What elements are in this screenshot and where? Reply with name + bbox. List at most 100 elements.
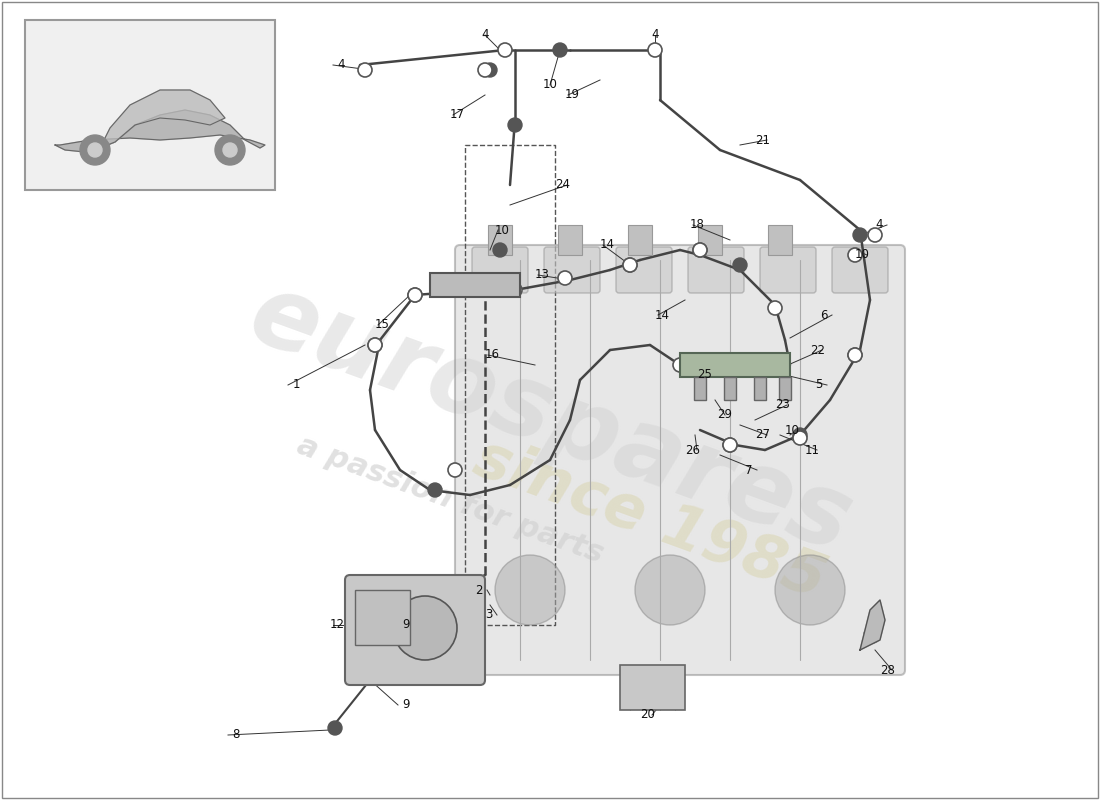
Circle shape bbox=[358, 63, 372, 77]
Circle shape bbox=[776, 555, 845, 625]
Text: 19: 19 bbox=[565, 89, 580, 102]
Circle shape bbox=[498, 43, 512, 57]
Circle shape bbox=[493, 243, 507, 257]
Text: 9: 9 bbox=[403, 618, 410, 631]
Circle shape bbox=[88, 143, 102, 157]
Circle shape bbox=[864, 627, 880, 643]
Circle shape bbox=[408, 288, 422, 302]
Bar bbox=[558, 225, 582, 255]
Circle shape bbox=[448, 463, 462, 477]
Text: 24: 24 bbox=[556, 178, 570, 191]
Text: 3: 3 bbox=[485, 609, 493, 622]
Circle shape bbox=[483, 63, 497, 77]
Text: 14: 14 bbox=[600, 238, 615, 251]
Circle shape bbox=[848, 348, 862, 362]
Circle shape bbox=[693, 243, 707, 257]
Circle shape bbox=[768, 301, 782, 315]
Text: 6: 6 bbox=[820, 309, 827, 322]
FancyBboxPatch shape bbox=[832, 247, 888, 293]
FancyBboxPatch shape bbox=[760, 247, 816, 293]
Text: 15: 15 bbox=[375, 318, 390, 331]
Circle shape bbox=[508, 118, 522, 132]
Text: 23: 23 bbox=[776, 398, 790, 411]
Circle shape bbox=[623, 258, 637, 272]
Text: 29: 29 bbox=[717, 409, 733, 422]
Text: a passion for parts: a passion for parts bbox=[293, 431, 607, 569]
Bar bbox=[779, 377, 791, 400]
Circle shape bbox=[733, 258, 747, 272]
Text: 4: 4 bbox=[651, 29, 659, 42]
Text: 16: 16 bbox=[485, 349, 501, 362]
Circle shape bbox=[508, 283, 522, 297]
Circle shape bbox=[428, 483, 442, 497]
Text: 18: 18 bbox=[690, 218, 705, 231]
Polygon shape bbox=[100, 90, 226, 148]
Text: 10: 10 bbox=[495, 223, 510, 237]
Circle shape bbox=[852, 228, 867, 242]
Text: since 1985: since 1985 bbox=[466, 429, 834, 611]
Circle shape bbox=[780, 372, 790, 382]
Text: 17: 17 bbox=[450, 109, 465, 122]
Text: 22: 22 bbox=[810, 343, 825, 357]
Text: 25: 25 bbox=[697, 369, 713, 382]
Circle shape bbox=[623, 258, 637, 272]
Circle shape bbox=[695, 372, 705, 382]
Text: 7: 7 bbox=[745, 463, 752, 477]
Text: 20: 20 bbox=[640, 709, 654, 722]
Text: 4: 4 bbox=[874, 218, 882, 231]
Circle shape bbox=[723, 438, 737, 452]
Bar bbox=[620, 665, 685, 710]
Text: 26: 26 bbox=[685, 443, 700, 457]
Text: 10: 10 bbox=[855, 249, 870, 262]
Text: 21: 21 bbox=[755, 134, 770, 146]
Circle shape bbox=[368, 338, 382, 352]
Circle shape bbox=[223, 143, 236, 157]
Bar bbox=[698, 225, 722, 255]
Circle shape bbox=[80, 135, 110, 165]
FancyBboxPatch shape bbox=[688, 247, 744, 293]
Circle shape bbox=[793, 428, 807, 442]
Bar bbox=[355, 590, 410, 645]
Text: 12: 12 bbox=[330, 618, 345, 631]
FancyBboxPatch shape bbox=[616, 247, 672, 293]
Bar bbox=[25, 20, 275, 190]
Text: 13: 13 bbox=[535, 269, 550, 282]
Bar bbox=[430, 273, 520, 297]
Bar bbox=[628, 225, 652, 255]
Bar bbox=[488, 225, 512, 255]
Text: 10: 10 bbox=[785, 423, 800, 437]
Circle shape bbox=[553, 43, 566, 57]
Circle shape bbox=[558, 271, 572, 285]
Text: 4: 4 bbox=[481, 29, 488, 42]
FancyBboxPatch shape bbox=[455, 245, 905, 675]
Bar bbox=[724, 377, 736, 400]
Circle shape bbox=[848, 348, 862, 362]
Circle shape bbox=[495, 555, 565, 625]
Bar bbox=[768, 225, 792, 255]
Text: 5: 5 bbox=[815, 378, 823, 391]
Text: 28: 28 bbox=[880, 663, 895, 677]
Circle shape bbox=[408, 288, 422, 302]
Text: 10: 10 bbox=[542, 78, 558, 91]
Text: 1: 1 bbox=[293, 378, 300, 391]
FancyBboxPatch shape bbox=[544, 247, 600, 293]
Text: 9: 9 bbox=[403, 698, 410, 711]
Polygon shape bbox=[860, 600, 886, 650]
Bar bbox=[754, 377, 766, 400]
Text: 2: 2 bbox=[475, 583, 483, 597]
Circle shape bbox=[328, 721, 342, 735]
Circle shape bbox=[848, 248, 862, 262]
Circle shape bbox=[723, 438, 737, 452]
Circle shape bbox=[725, 372, 735, 382]
Circle shape bbox=[868, 228, 882, 242]
Text: 11: 11 bbox=[805, 443, 820, 457]
Text: eurospares: eurospares bbox=[236, 266, 864, 574]
Circle shape bbox=[478, 63, 492, 77]
Circle shape bbox=[755, 372, 764, 382]
Circle shape bbox=[793, 431, 807, 445]
Polygon shape bbox=[55, 110, 265, 152]
Circle shape bbox=[648, 43, 662, 57]
Circle shape bbox=[635, 555, 705, 625]
Bar bbox=[680, 353, 790, 377]
Circle shape bbox=[393, 596, 456, 660]
